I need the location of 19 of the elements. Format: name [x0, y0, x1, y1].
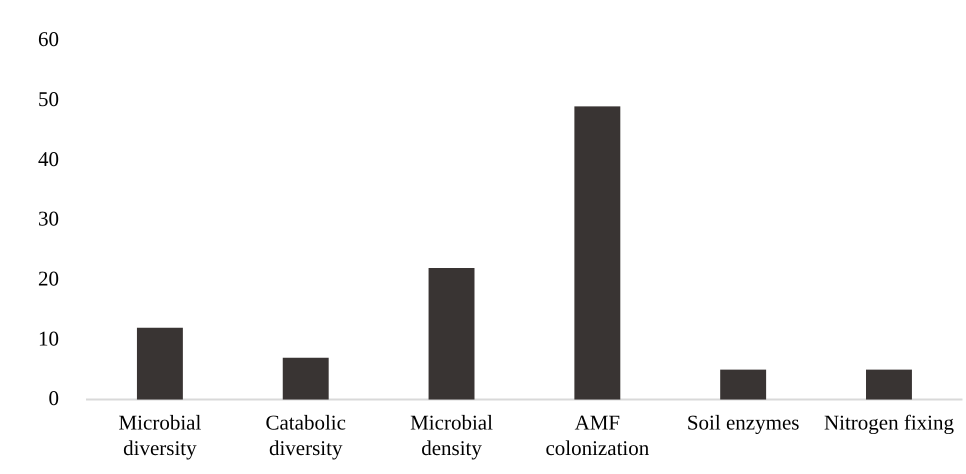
x-tick-label: Catabolic diversity: [265, 410, 346, 460]
y-tick-label: 40: [38, 146, 59, 171]
x-tick-label: Microbial diversity: [118, 410, 202, 460]
y-tick-label: 20: [38, 266, 59, 290]
x-tick-label: Nitrogen fixing: [824, 410, 954, 435]
x-tick-label: Soil enzymes: [686, 410, 800, 435]
bar: [428, 268, 474, 400]
x-tick-label: Microbial density: [410, 410, 494, 460]
y-tick-label: 50: [38, 86, 59, 111]
bar: [720, 370, 766, 400]
y-tick-label: 60: [38, 27, 59, 52]
y-tick-label: 10: [38, 326, 59, 350]
bar: [136, 328, 183, 400]
bar: [866, 370, 912, 400]
x-tick-label: AMF colonization: [545, 410, 650, 460]
y-tick-label: 30: [38, 206, 59, 231]
bar: [574, 106, 620, 400]
y-tick-label: 0: [48, 386, 59, 410]
bar: [282, 358, 329, 400]
